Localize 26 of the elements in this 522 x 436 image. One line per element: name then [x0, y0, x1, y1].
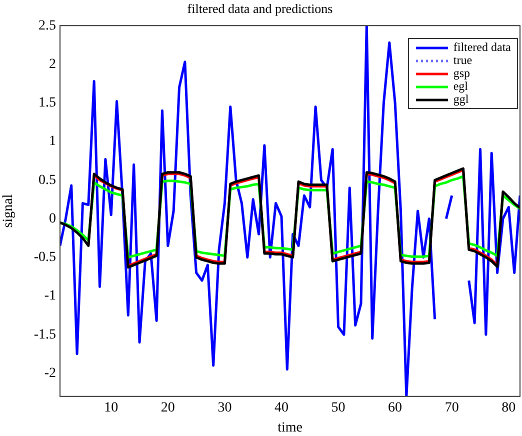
x-tick-label: 50 — [331, 400, 346, 416]
y-tick-label: 1.5 — [38, 96, 56, 111]
x-tick-label: 40 — [274, 400, 288, 416]
chart-title: filtered data and predictions — [187, 1, 333, 16]
x-tick-label: 10 — [104, 400, 118, 416]
y-tick-label: 1 — [49, 134, 56, 150]
legend-label: gsp — [453, 66, 470, 80]
y-tick-label: -2 — [44, 366, 56, 381]
y-tick-label: -0.5 — [34, 250, 56, 266]
y-tick-label: 0.5 — [38, 172, 56, 188]
x-tick-label: 30 — [218, 400, 232, 416]
y-tick-label: 2 — [49, 56, 56, 72]
x-tick-label: 60 — [388, 400, 402, 416]
x-tick-label: 70 — [444, 400, 459, 416]
y-tick-label: 2.5 — [38, 18, 56, 34]
legend-label: ggl — [453, 92, 469, 106]
legend-label: filtered data — [453, 40, 511, 54]
x-axis-title: time — [278, 420, 302, 436]
y-axis-title: signal — [1, 194, 16, 228]
y-tick-label: -1 — [44, 288, 56, 304]
x-tick-label: 20 — [160, 400, 175, 416]
y-tick-label: 0 — [49, 211, 56, 226]
legend-label: true — [453, 53, 472, 67]
y-tick-label: -1.5 — [34, 327, 56, 342]
legend-label: egl — [453, 79, 468, 93]
x-tick-label: 80 — [502, 400, 516, 416]
